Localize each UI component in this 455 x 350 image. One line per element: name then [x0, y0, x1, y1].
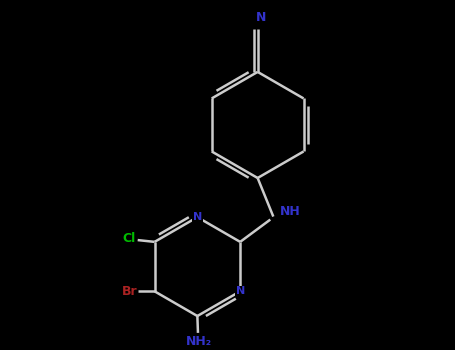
Text: NH₂: NH₂	[186, 335, 212, 348]
Text: Br: Br	[121, 285, 137, 298]
Text: NH: NH	[280, 205, 301, 218]
Text: N: N	[193, 212, 202, 222]
Text: N: N	[255, 11, 266, 24]
Text: N: N	[236, 286, 245, 296]
Text: Cl: Cl	[122, 232, 136, 245]
